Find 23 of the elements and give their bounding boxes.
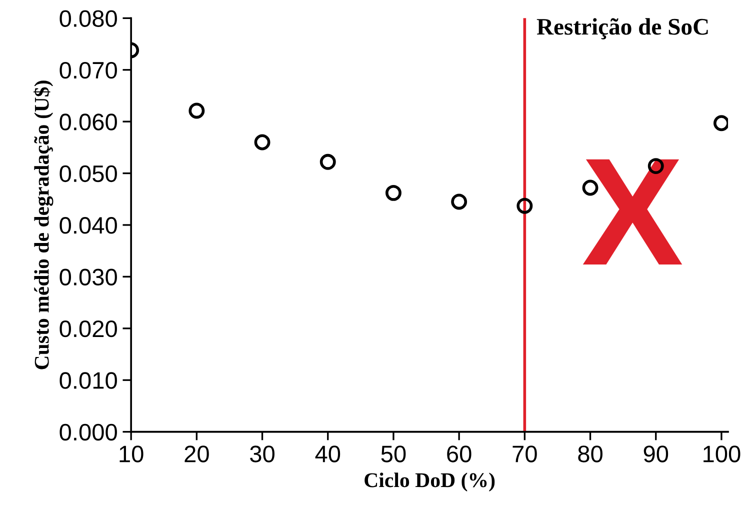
x-tick-label: 60 [447, 446, 472, 462]
annotation: X [582, 159, 682, 264]
x-tick-label: 20 [184, 446, 209, 462]
y-tick-label: 0.080 [60, 10, 117, 27]
x-tick-label: 50 [381, 446, 406, 462]
x-tick-label: 10 [120, 446, 144, 462]
y-tick-label: 0.000 [60, 424, 117, 441]
y-tick-label: 0.020 [60, 320, 117, 338]
x-tick-label: 80 [578, 446, 602, 462]
y-tick-label: 0.030 [60, 268, 117, 286]
y-axis-title: Custo médio de degradação (U$) [34, 80, 54, 370]
y-tick-label: 0.010 [60, 372, 117, 389]
x-tick-label: 100 [704, 446, 740, 462]
ref-line-label: Restrição de SoC [536, 18, 708, 40]
x-tick-label: 40 [315, 446, 340, 462]
y-tick-label: 0.040 [60, 217, 117, 234]
x-tick-label: 30 [250, 446, 274, 462]
y-tick-label: 0.050 [60, 165, 117, 182]
x-tick-label: 70 [512, 446, 537, 462]
y-tick-label: 0.070 [60, 62, 117, 79]
x-tick-label: 90 [644, 446, 668, 462]
y-tick-label: 0.060 [60, 114, 117, 130]
x-axis-title: Ciclo DoD (%) [364, 472, 495, 492]
